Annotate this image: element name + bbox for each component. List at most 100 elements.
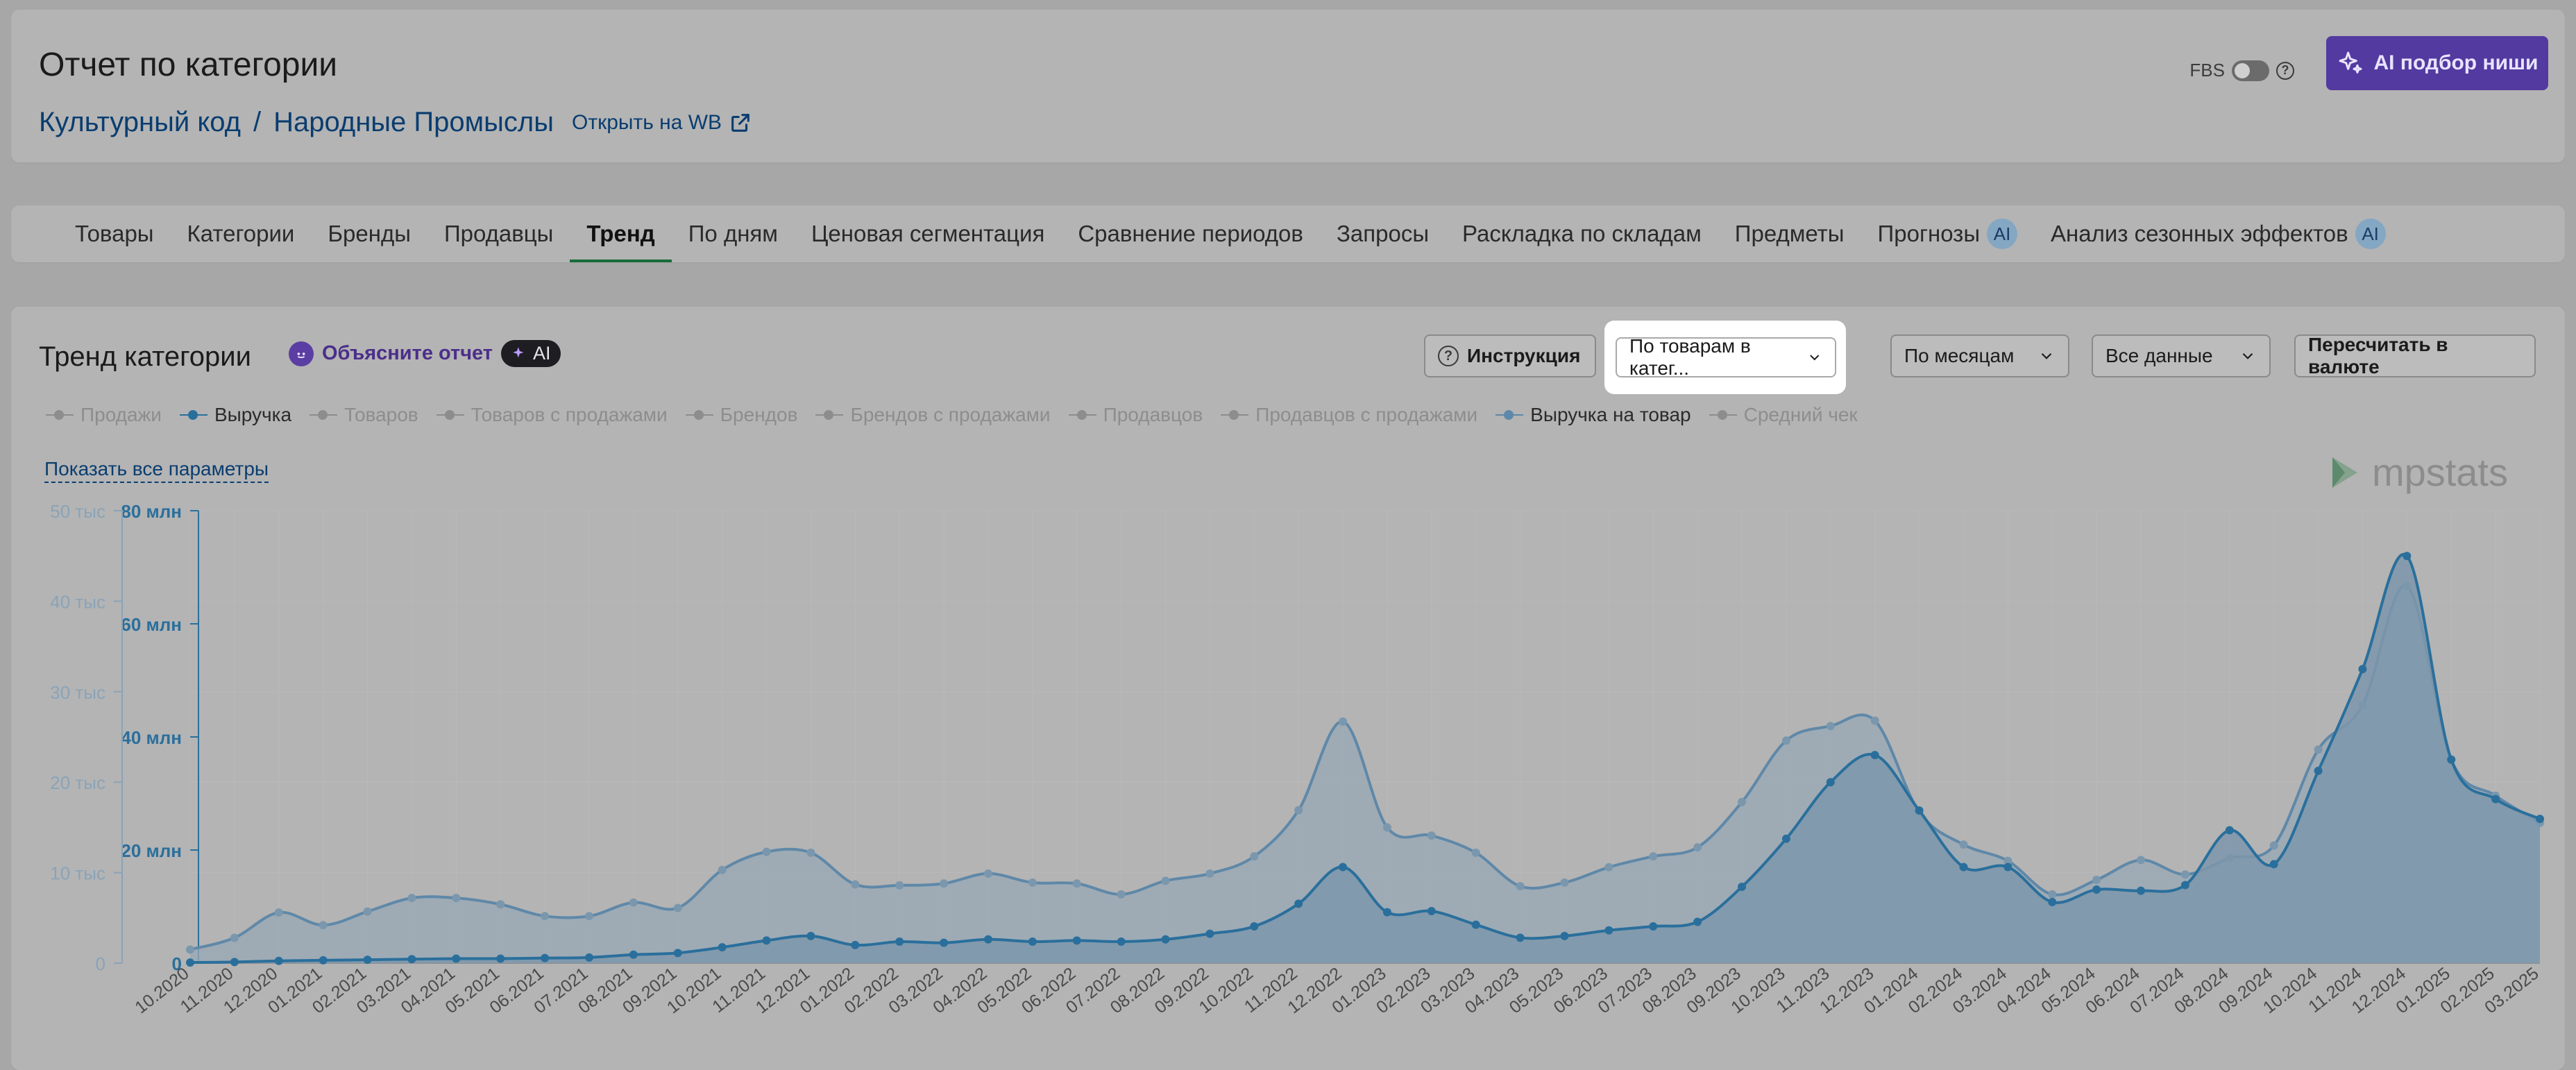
y-tick-label-outer: 0 bbox=[96, 953, 105, 974]
legend-item-3[interactable]: Товаров с продажами bbox=[436, 404, 668, 426]
breadcrumb-item-folk-crafts[interactable]: Народные Промыслы bbox=[273, 107, 554, 137]
data-point-revenue bbox=[2536, 815, 2544, 824]
external-link-icon bbox=[731, 113, 749, 132]
data-point-revenue bbox=[2314, 766, 2323, 775]
data-point-revenue bbox=[1915, 806, 1924, 815]
data-point-revenue-per-item bbox=[2269, 841, 2278, 850]
data-point-revenue-per-item bbox=[1382, 823, 1391, 832]
tab-12[interactable]: Анализ сезонных эффектов AI bbox=[2034, 205, 2403, 262]
sparkles-icon bbox=[2339, 51, 2362, 74]
legend-label: Продавцов bbox=[1103, 404, 1203, 425]
data-range-select[interactable]: Все данные bbox=[2092, 334, 2271, 377]
data-point-revenue-per-item bbox=[629, 898, 638, 907]
data-point-revenue-per-item bbox=[2180, 870, 2189, 879]
tab-4[interactable]: Тренд bbox=[570, 205, 672, 262]
tab-7[interactable]: Сравнение периодов bbox=[1061, 205, 1320, 262]
legend-item-6[interactable]: Продавцов bbox=[1068, 404, 1203, 426]
tab-11[interactable]: Прогнозы AI bbox=[1861, 205, 2035, 262]
tab-10[interactable]: Предметы bbox=[1718, 205, 1861, 262]
data-point-revenue bbox=[629, 950, 638, 959]
data-point-revenue bbox=[496, 954, 505, 963]
ai-badge: AI bbox=[2355, 219, 2386, 249]
tab-6[interactable]: Ценовая сегментация bbox=[795, 205, 1061, 262]
tab-label: По дням bbox=[688, 221, 778, 246]
data-point-revenue bbox=[1560, 931, 1569, 940]
legend-label: Товаров с продажами bbox=[471, 404, 668, 425]
ai-chip-label: AI bbox=[533, 343, 551, 364]
data-point-revenue bbox=[2269, 860, 2278, 869]
tab-label: Предметы bbox=[1734, 221, 1845, 246]
mpstats-logo-icon bbox=[2332, 457, 2357, 488]
data-point-revenue bbox=[2003, 863, 2012, 872]
data-point-revenue bbox=[407, 955, 416, 964]
tab-3[interactable]: Продавцы bbox=[427, 205, 570, 262]
data-point-revenue-per-item bbox=[1427, 831, 1436, 840]
data-point-revenue bbox=[319, 956, 328, 965]
period-select[interactable]: По месяцам bbox=[1890, 334, 2069, 377]
data-point-revenue-per-item bbox=[2137, 856, 2146, 865]
data-point-revenue-per-item bbox=[762, 847, 771, 856]
data-point-revenue bbox=[2491, 795, 2500, 804]
y-tick-label-outer: 50 тыс bbox=[50, 501, 105, 522]
data-point-revenue bbox=[1516, 933, 1525, 942]
data-point-revenue-per-item bbox=[1117, 890, 1126, 899]
tab-label: Товары bbox=[75, 221, 154, 246]
data-point-revenue bbox=[1959, 863, 1968, 872]
segment-select-value: По товарам в катег... bbox=[1629, 335, 1751, 379]
data-point-revenue bbox=[1161, 935, 1170, 944]
data-point-revenue bbox=[1781, 834, 1790, 843]
data-point-revenue bbox=[851, 940, 860, 949]
tab-5[interactable]: По дням bbox=[672, 205, 795, 262]
legend-item-0[interactable]: Продажи bbox=[46, 404, 162, 426]
fbs-toggle[interactable] bbox=[2232, 60, 2269, 81]
data-point-revenue bbox=[2180, 881, 2189, 890]
recalculate-currency-button[interactable]: Пересчитать в валюте bbox=[2294, 334, 2536, 377]
help-icon[interactable]: ? bbox=[2276, 61, 2294, 80]
data-point-revenue bbox=[806, 931, 815, 940]
legend-item-7[interactable]: Продавцов с продажами bbox=[1221, 404, 1477, 426]
legend-item-2[interactable]: Товаров bbox=[310, 404, 418, 426]
data-point-revenue-per-item bbox=[1250, 852, 1259, 861]
show-all-params-link[interactable]: Показать все параметры bbox=[44, 458, 269, 483]
y-tick-label-inner: 80 млн bbox=[121, 501, 182, 522]
chart-legend: Продажи Выручка Товаров Товаров с продажами… bbox=[46, 404, 1858, 426]
ai-niche-button[interactable]: AI подбор ниши bbox=[2326, 36, 2548, 90]
data-point-revenue bbox=[1870, 751, 1879, 760]
tab-2[interactable]: Бренды bbox=[311, 205, 427, 262]
legend-marker bbox=[1495, 410, 1524, 420]
y-tick-label-inner: 60 млн bbox=[121, 614, 182, 635]
data-point-revenue bbox=[1382, 908, 1391, 917]
legend-label: Средний чек bbox=[1743, 404, 1858, 425]
legend-item-1[interactable]: Выручка bbox=[179, 404, 291, 426]
tab-1[interactable]: Категории bbox=[171, 205, 312, 262]
tab-8[interactable]: Запросы bbox=[1320, 205, 1446, 262]
data-point-revenue-per-item bbox=[1826, 722, 1835, 731]
legend-item-9[interactable]: Средний чек bbox=[1709, 404, 1858, 426]
legend-item-5[interactable]: Брендов с продажами bbox=[815, 404, 1051, 426]
fbs-toggle-group: FBS ? bbox=[2189, 60, 2294, 81]
explain-report-button[interactable]: Объясните отчет AI bbox=[289, 340, 561, 367]
breadcrumb-item-culture-code[interactable]: Культурный код bbox=[39, 107, 241, 137]
data-point-revenue-per-item bbox=[851, 880, 860, 889]
y-tick-label-inner: 0 bbox=[172, 953, 182, 974]
legend-item-4[interactable]: Брендов bbox=[685, 404, 797, 426]
legend-item-8[interactable]: Выручка на товар bbox=[1495, 404, 1691, 426]
ai-badge: AI bbox=[1987, 219, 2018, 249]
data-point-revenue bbox=[541, 953, 550, 962]
data-point-revenue-per-item bbox=[452, 894, 461, 903]
data-point-revenue bbox=[2048, 897, 2057, 906]
instruction-button[interactable]: ? Инструкция bbox=[1424, 334, 1596, 377]
data-point-revenue-per-item bbox=[1693, 843, 1702, 852]
legend-marker bbox=[685, 410, 713, 420]
open-on-wb-link[interactable]: Открыть на WB bbox=[572, 111, 752, 135]
tab-label: Раскладка по складам bbox=[1462, 221, 1702, 246]
trend-title: Тренд категории bbox=[39, 341, 251, 372]
tab-0[interactable]: Товары bbox=[58, 205, 171, 262]
data-point-revenue-per-item bbox=[718, 865, 727, 874]
data-point-revenue-per-item bbox=[1649, 852, 1658, 861]
segment-select[interactable]: По товарам в катег... bbox=[1616, 335, 1836, 379]
data-point-revenue bbox=[983, 935, 992, 944]
tab-9[interactable]: Раскладка по складам bbox=[1446, 205, 1718, 262]
data-point-revenue bbox=[940, 938, 949, 947]
data-point-revenue bbox=[186, 958, 194, 967]
